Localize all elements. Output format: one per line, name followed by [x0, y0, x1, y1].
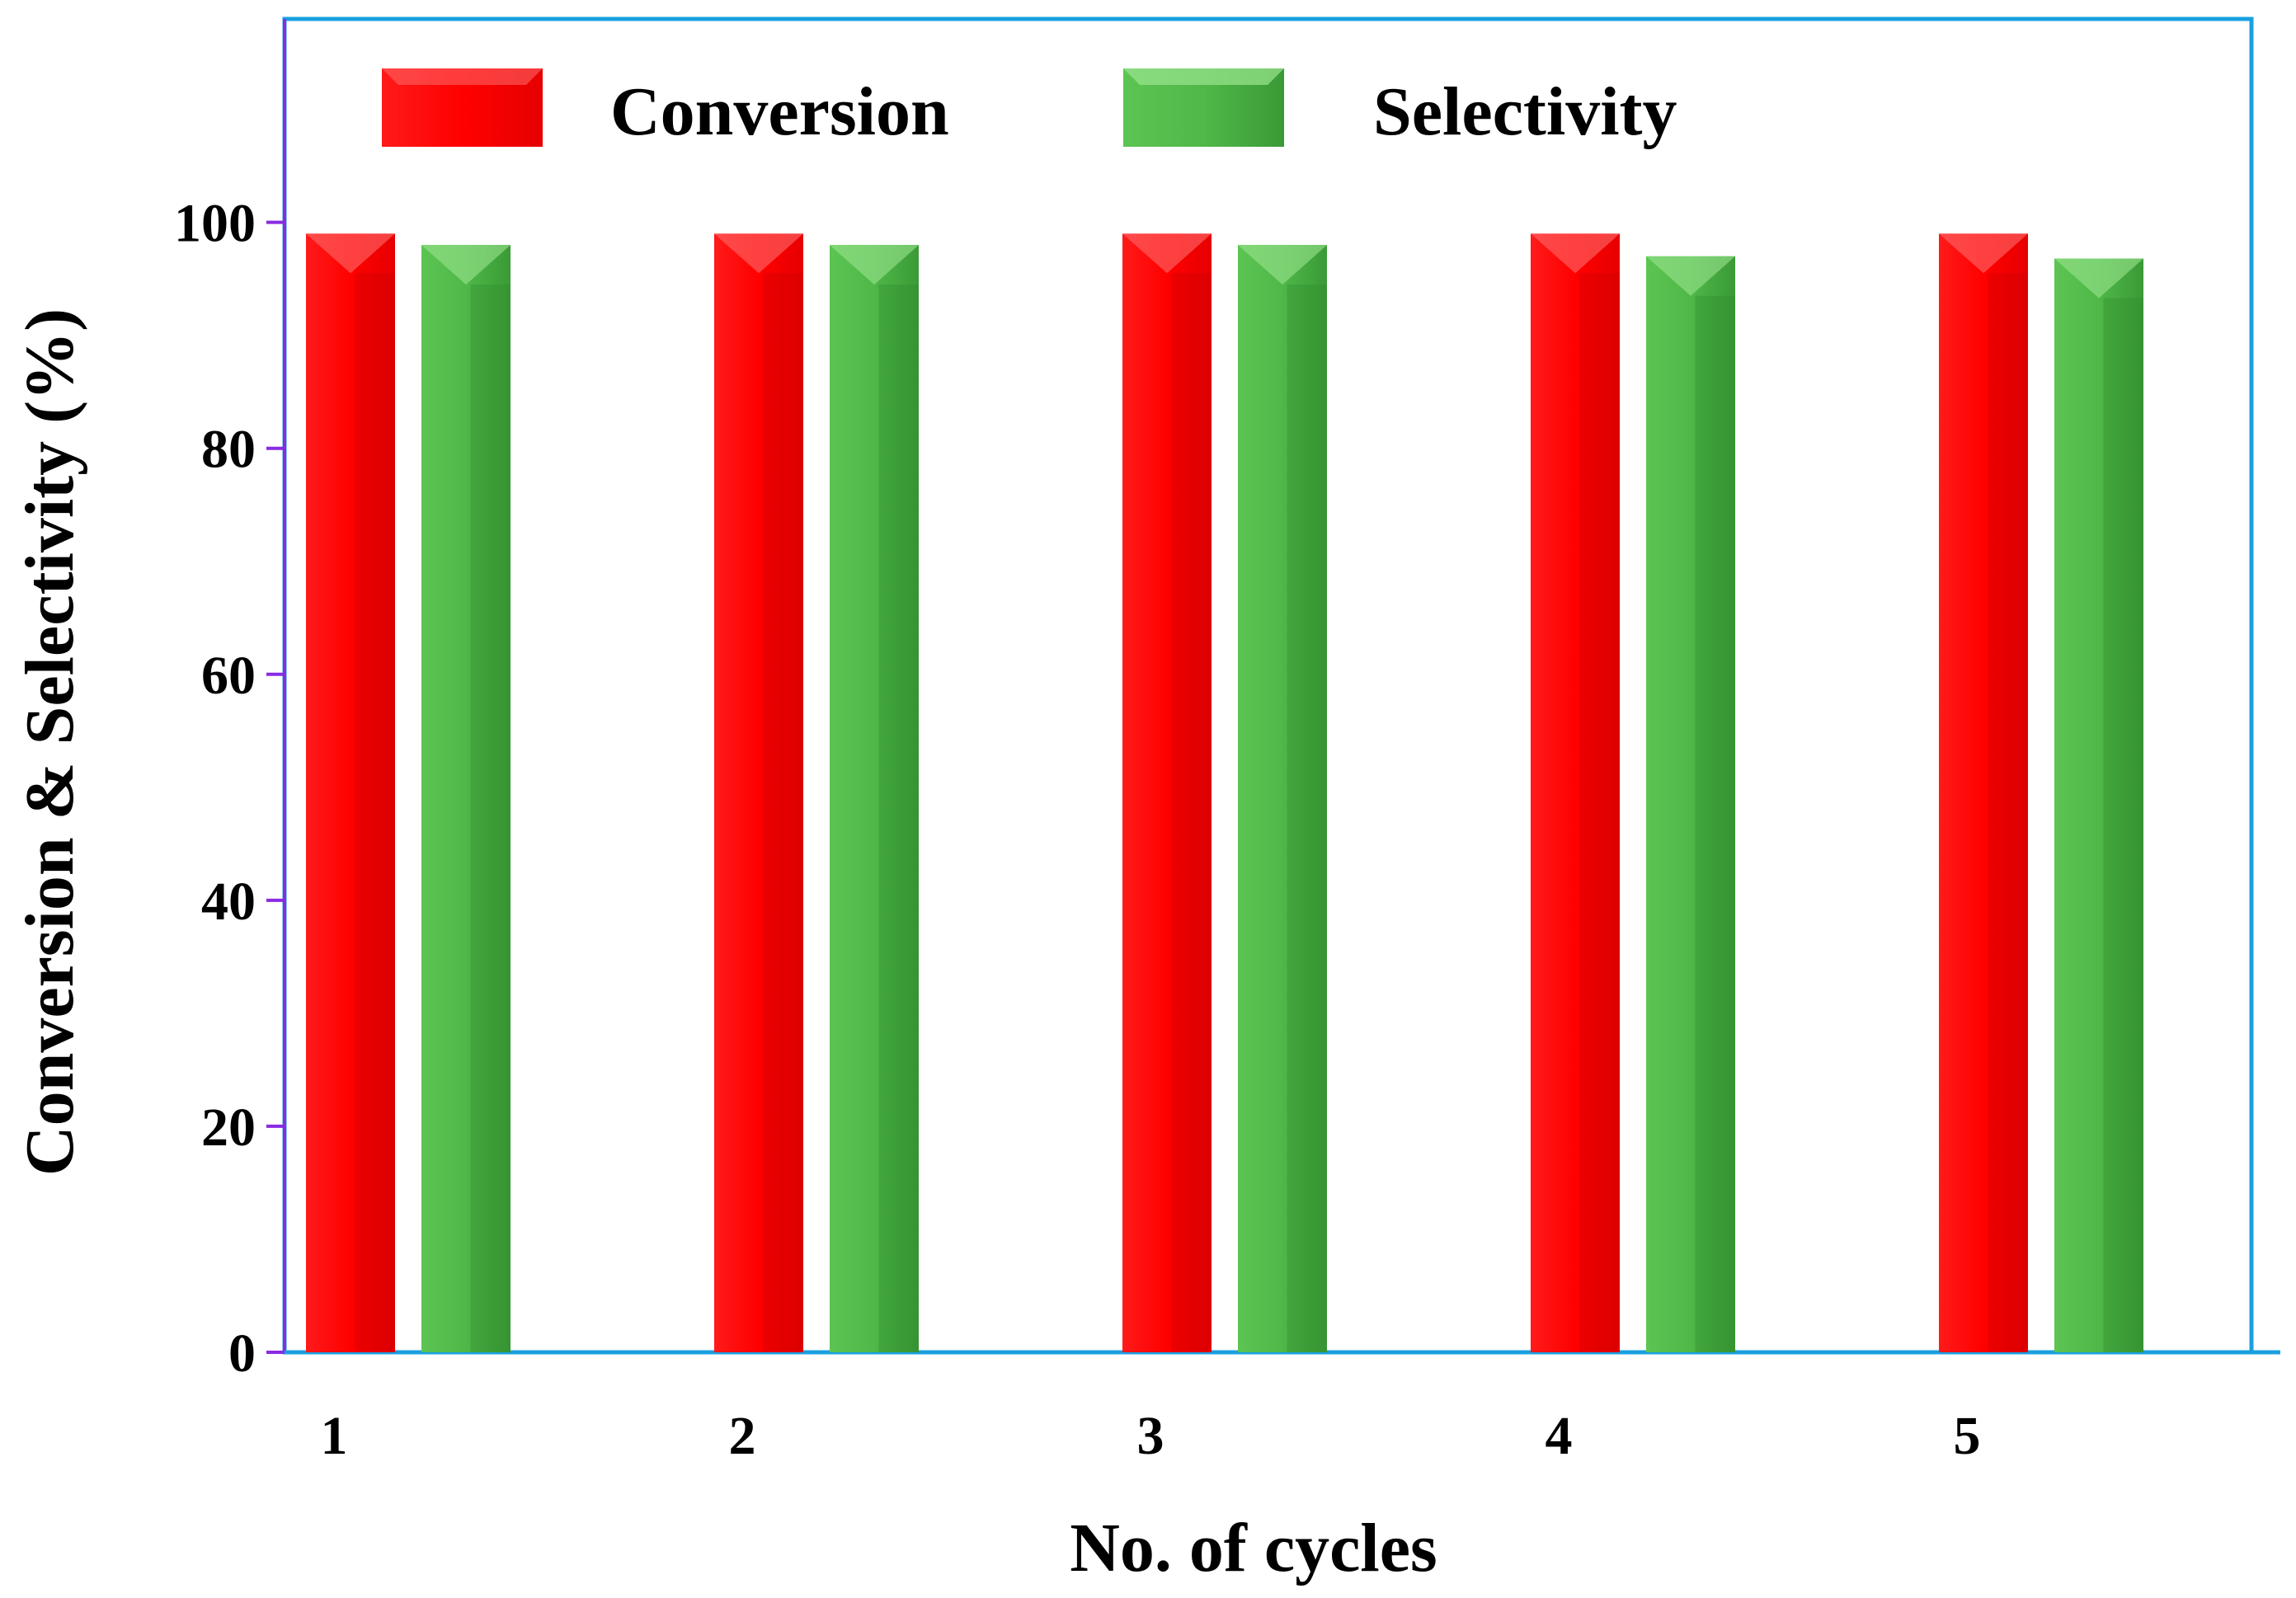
y-tick-label: 0: [228, 1323, 256, 1384]
bar-shade: [1171, 273, 1212, 1353]
bar-shade: [1988, 273, 2028, 1353]
bar-conversion-cycle-4: [1531, 233, 1620, 1353]
bar-cap: [2054, 258, 2143, 298]
bar-shade: [470, 284, 510, 1352]
bar-shade: [1695, 295, 1735, 1352]
bar-body: [1238, 245, 1327, 1352]
x-axis-title: No. of cycles: [1070, 1510, 1437, 1586]
x-tick-label: 2: [729, 1406, 756, 1466]
bar-body: [714, 233, 803, 1353]
bar-body: [2054, 258, 2143, 1353]
bar-conversion-cycle-2: [714, 233, 803, 1353]
legend-item-selectivity: Selectivity: [1123, 68, 1677, 150]
bar-cap: [714, 233, 803, 274]
legend: Conversion Selectivity: [382, 68, 1677, 150]
bar-body: [1122, 233, 1212, 1353]
bar-shade: [1579, 273, 1620, 1353]
y-tick-label: 20: [201, 1097, 256, 1158]
bar-cap: [1122, 233, 1212, 274]
bar-cap: [830, 245, 919, 285]
x-tick-label: 4: [1546, 1406, 1573, 1466]
bar-selectivity-cycle-2: [830, 245, 919, 1352]
bar-cap: [1939, 233, 2028, 274]
bar-cap: [1238, 245, 1327, 285]
bar-selectivity-cycle-5: [2054, 258, 2143, 1353]
y-tick-label: 100: [174, 194, 256, 254]
x-tick-label: 3: [1137, 1406, 1164, 1466]
legend-label-selectivity: Selectivity: [1373, 73, 1677, 150]
bar-shade: [355, 273, 395, 1353]
bar-body: [1531, 233, 1620, 1353]
bar-selectivity-cycle-3: [1238, 245, 1327, 1352]
y-tick-label: 40: [201, 872, 256, 932]
bar-shade: [2103, 298, 2143, 1353]
legend-swatch-bevel-selectivity: [1123, 68, 1284, 85]
bar-body: [830, 245, 919, 1352]
bar-conversion-cycle-5: [1939, 233, 2028, 1353]
bar-cap: [421, 245, 510, 285]
bar-conversion-cycle-3: [1122, 233, 1212, 1353]
y-ticks: 0 20 40 60 80 100: [174, 194, 285, 1384]
bar-cap: [306, 233, 395, 274]
bar-body: [1646, 256, 1735, 1352]
legend-label-conversion: Conversion: [610, 73, 949, 150]
bar-body: [306, 233, 395, 1353]
bar-selectivity-cycle-4: [1646, 256, 1735, 1352]
x-tick-label: 1: [321, 1406, 348, 1466]
bar-selectivity-cycle-1: [421, 245, 510, 1352]
x-tick-labels: 1 2 3 4 5: [321, 1406, 1981, 1466]
bar-conversion-cycle-1: [306, 233, 395, 1353]
bar-shade: [1287, 284, 1327, 1352]
bar-cap: [1646, 256, 1735, 296]
bar-shade: [878, 284, 919, 1352]
bar-body: [421, 245, 510, 1352]
bars: [306, 233, 2143, 1353]
y-tick-label: 80: [201, 420, 256, 480]
y-axis-title: Conversion & Selectivity (%): [12, 308, 88, 1176]
bar-shade: [763, 273, 803, 1353]
legend-item-conversion: Conversion: [382, 68, 949, 150]
legend-swatch-bevel-conversion: [382, 68, 543, 85]
y-tick-label: 60: [201, 646, 256, 706]
x-tick-label: 5: [1954, 1406, 1981, 1466]
bar-body: [1939, 233, 2028, 1353]
bar-cap: [1531, 233, 1620, 274]
